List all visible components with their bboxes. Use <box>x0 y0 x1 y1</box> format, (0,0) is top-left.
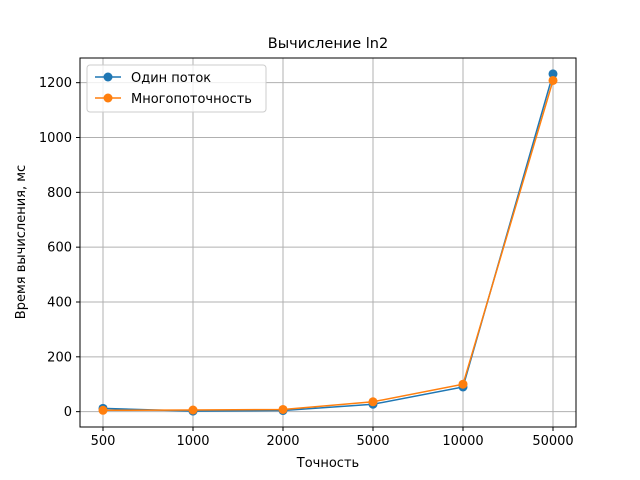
ticks: 500 1000 2000 5000 10000 50000 0 200 400 600 800 10… <box>39 76 574 449</box>
plot-frame <box>79 57 577 428</box>
y-tick-label: 0 <box>64 405 72 420</box>
x-tick-label: 500 <box>91 434 116 449</box>
x-tick-label: 2000 <box>266 434 299 449</box>
chart-title: Вычисление ln2 <box>268 36 388 52</box>
legend-marker-multithread <box>103 93 113 103</box>
legend-marker-single-thread <box>103 72 113 82</box>
data-point <box>188 405 198 415</box>
series-line <box>102 80 554 412</box>
y-tick-label: 400 <box>47 295 72 310</box>
data-point <box>278 404 288 414</box>
legend-box <box>86 64 267 113</box>
data-point <box>548 75 558 85</box>
grid <box>80 58 576 427</box>
x-tick-label: 10000 <box>442 434 483 449</box>
legend-label-multithread: Многопоточность <box>131 92 252 107</box>
y-tick-label: 1000 <box>39 131 72 146</box>
y-tick-label: 200 <box>47 350 72 365</box>
y-tick-label: 800 <box>47 186 72 201</box>
x-tick-label: 50000 <box>532 434 573 449</box>
x-tick-label: 5000 <box>356 434 389 449</box>
y-tick-label: 1200 <box>39 76 72 91</box>
data-point <box>368 397 378 407</box>
series-layer <box>98 69 558 416</box>
y-axis-label: Время вычисления, мс <box>14 165 29 319</box>
legend-label-single-thread: Один поток <box>131 71 211 86</box>
series-1 <box>98 75 558 415</box>
x-axis-label: Точность <box>296 456 359 471</box>
data-point <box>458 379 468 389</box>
x-tick-label: 1000 <box>176 434 209 449</box>
data-point <box>548 69 558 79</box>
y-tick-label: 600 <box>47 241 72 256</box>
legend: Один поток Многопоточность <box>86 64 267 113</box>
data-point <box>98 405 108 415</box>
